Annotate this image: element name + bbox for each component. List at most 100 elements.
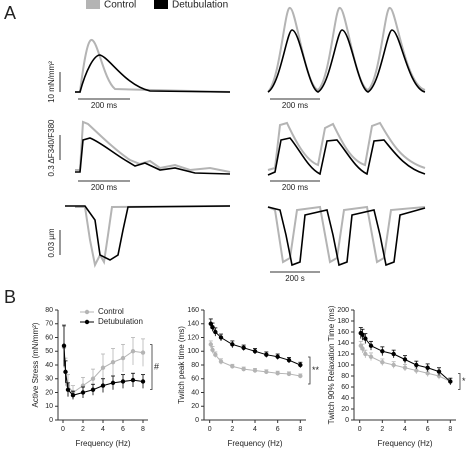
y-tick-label: 80 bbox=[45, 307, 53, 314]
x-axis-label: Frequency (Hz) bbox=[227, 439, 282, 448]
scale-label: 200 ms bbox=[282, 183, 308, 192]
force-traces bbox=[75, 6, 426, 93]
scale-label: 0.03 µm bbox=[47, 228, 56, 257]
marker bbox=[80, 390, 86, 395]
annotation: * bbox=[462, 376, 466, 386]
annotation: # bbox=[154, 361, 159, 371]
marker bbox=[140, 350, 146, 355]
marker bbox=[252, 368, 258, 373]
y-tick-label: 0 bbox=[195, 417, 199, 424]
y-tick-label: 60 bbox=[341, 384, 349, 391]
marker bbox=[110, 360, 116, 365]
y-tick-label: 40 bbox=[45, 362, 53, 369]
y-tick-label: 140 bbox=[337, 340, 349, 347]
marker bbox=[90, 376, 96, 381]
y-tick-label: 60 bbox=[45, 334, 53, 341]
marker bbox=[230, 364, 235, 369]
scale-label: 10 mN/mm² bbox=[47, 61, 56, 103]
marker bbox=[425, 365, 430, 370]
y-tick-label: 160 bbox=[337, 329, 349, 336]
x-tick-label: 0 bbox=[358, 426, 362, 433]
marker bbox=[61, 343, 67, 348]
y-tick-label: 100 bbox=[187, 348, 199, 355]
marker bbox=[264, 369, 269, 375]
marker bbox=[264, 352, 269, 357]
y-tick-label: 40 bbox=[341, 395, 349, 402]
x-tick-label: 6 bbox=[276, 426, 280, 433]
marker bbox=[218, 359, 224, 364]
marker bbox=[100, 365, 106, 370]
y-tick-label: 180 bbox=[337, 318, 349, 325]
marker bbox=[210, 347, 215, 353]
marker bbox=[90, 387, 96, 392]
marker bbox=[380, 349, 385, 354]
annotation: ** bbox=[312, 365, 320, 375]
legend-swatch bbox=[154, 0, 168, 9]
marker bbox=[363, 336, 368, 341]
x-tick-label: 0 bbox=[208, 426, 212, 433]
y-tick-label: 120 bbox=[187, 334, 199, 341]
x-tick-label: 8 bbox=[141, 426, 145, 433]
shortening-traces bbox=[65, 205, 426, 269]
marker bbox=[391, 362, 396, 368]
x-tick-label: 2 bbox=[81, 426, 85, 433]
scale-label: 200 ms bbox=[91, 101, 117, 110]
y-tick-label: 0 bbox=[49, 417, 53, 424]
y-tick-label: 120 bbox=[337, 351, 349, 358]
legend-label: Control bbox=[98, 307, 124, 316]
y-tick-label: 140 bbox=[187, 321, 199, 328]
y-tick-label: 20 bbox=[191, 403, 199, 410]
marker bbox=[241, 366, 246, 372]
marker bbox=[140, 379, 146, 384]
marker bbox=[436, 373, 442, 379]
x-axis-label: Frequency (Hz) bbox=[377, 439, 432, 448]
marker bbox=[130, 377, 136, 383]
y-tick-label: 80 bbox=[191, 362, 199, 369]
marker bbox=[363, 351, 368, 357]
x-tick-label: 4 bbox=[253, 426, 257, 433]
legend-label: Detubulation bbox=[98, 317, 143, 326]
scale-label: 200 s bbox=[285, 274, 305, 283]
x-axis-label: Frequency (Hz) bbox=[75, 439, 130, 448]
y-tick-label: 40 bbox=[191, 389, 199, 396]
bracket bbox=[150, 344, 153, 390]
bracket bbox=[308, 356, 311, 385]
series-line bbox=[210, 323, 301, 366]
marker bbox=[120, 379, 126, 384]
x-tick-label: 8 bbox=[448, 426, 452, 433]
marker bbox=[130, 349, 136, 354]
marker bbox=[275, 354, 280, 359]
y-tick-label: 0 bbox=[345, 417, 349, 424]
marker bbox=[414, 362, 419, 368]
marker bbox=[298, 362, 303, 368]
marker bbox=[298, 373, 303, 379]
legend-marker bbox=[84, 309, 90, 315]
marker bbox=[286, 357, 292, 363]
y-tick-label: 70 bbox=[45, 321, 53, 328]
marker bbox=[368, 343, 374, 348]
x-tick-label: 2 bbox=[380, 426, 384, 433]
marker bbox=[448, 379, 453, 384]
panel-label: B bbox=[4, 287, 16, 307]
marker bbox=[213, 352, 218, 357]
legend-swatch bbox=[86, 0, 100, 9]
scale-label: 200 ms bbox=[282, 101, 308, 110]
marker bbox=[436, 369, 442, 374]
marker bbox=[360, 332, 365, 337]
y-tick-label: 100 bbox=[337, 362, 349, 369]
y-tick-label: 50 bbox=[45, 348, 53, 355]
y-tick-label: 160 bbox=[187, 307, 199, 314]
marker bbox=[70, 393, 76, 398]
y-axis-label: Twitch 90% Relaxation Time (ms) bbox=[327, 305, 336, 424]
marker bbox=[208, 321, 213, 326]
x-tick-label: 4 bbox=[101, 426, 105, 433]
y-tick-label: 60 bbox=[191, 376, 199, 383]
series-line bbox=[360, 332, 451, 382]
x-tick-label: 0 bbox=[61, 426, 65, 433]
x-tick-label: 2 bbox=[230, 426, 234, 433]
legend-marker bbox=[84, 319, 90, 325]
marker bbox=[425, 371, 430, 376]
marker bbox=[213, 329, 218, 335]
series-line bbox=[63, 345, 144, 396]
